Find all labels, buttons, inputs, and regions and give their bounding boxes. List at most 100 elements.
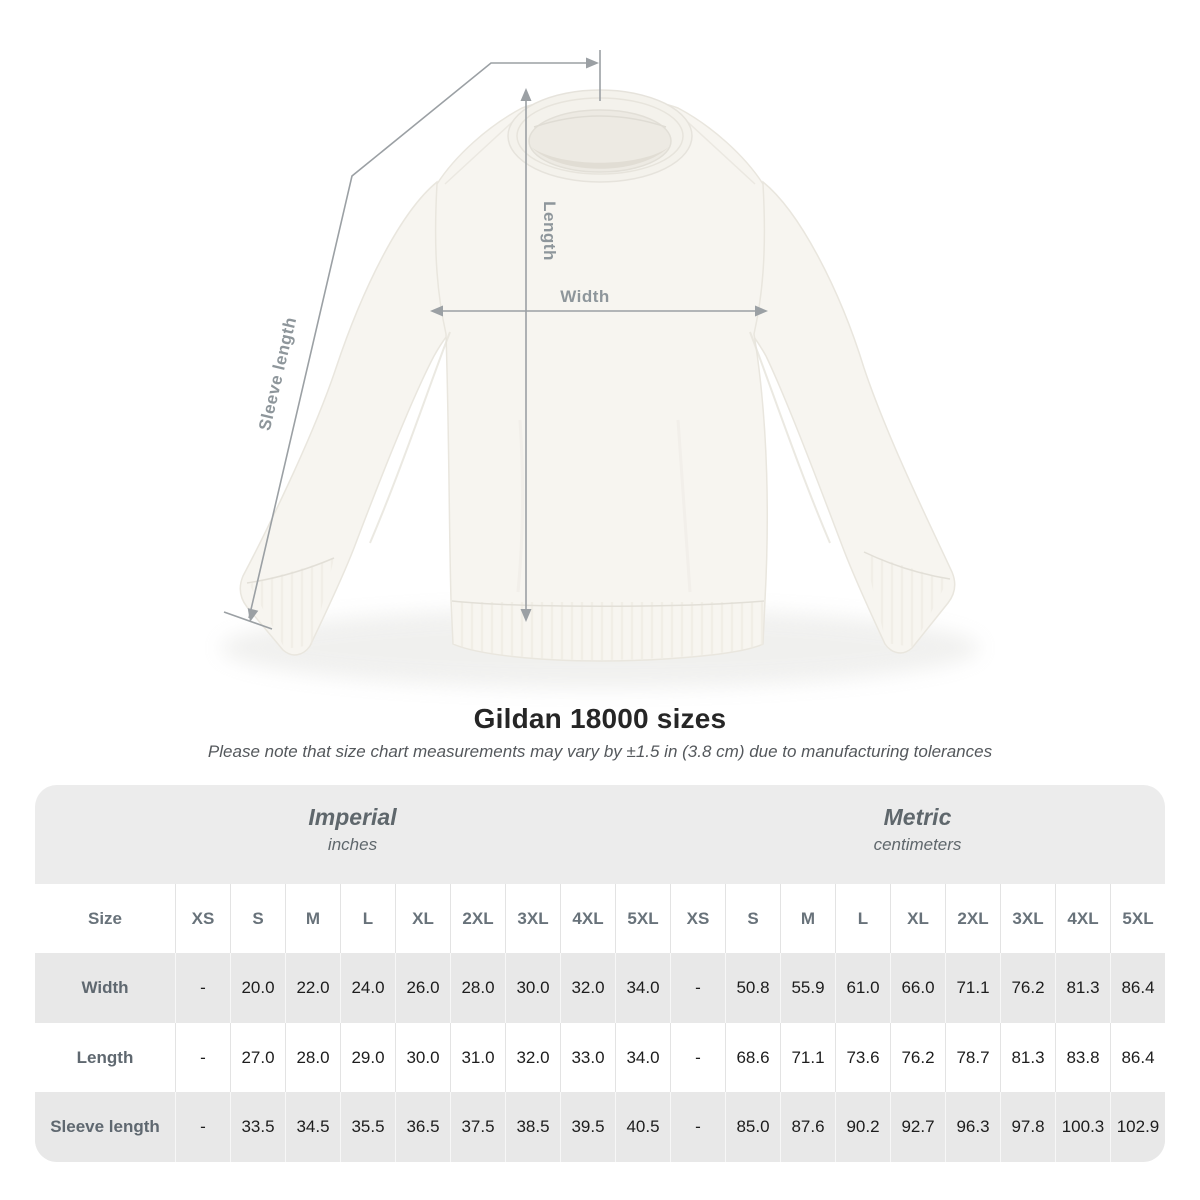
- value-cell: 33.0: [560, 1023, 615, 1092]
- size-header-cell: M: [285, 884, 340, 953]
- value-cell: 30.0: [395, 1023, 450, 1092]
- value-cell: -: [175, 1092, 230, 1162]
- value-cell: 61.0: [835, 953, 890, 1023]
- row-label: Sleeve length: [50, 1117, 160, 1136]
- corner-label: Size: [87, 908, 123, 928]
- value-cell: 71.1: [945, 953, 1000, 1023]
- imperial-header: Imperial inches: [35, 785, 670, 884]
- right-cuff-ribbing: [864, 553, 948, 647]
- value-cell: 96.3: [945, 1092, 1000, 1162]
- value-cell: 97.8: [1000, 1092, 1055, 1162]
- sleeve-length-end-tick: [223, 611, 273, 630]
- value-cell: 81.3: [1000, 1023, 1055, 1092]
- hem-band-ribbing: [453, 602, 765, 660]
- size-header-cell: 3XL: [505, 884, 560, 953]
- body-fold-right: [676, 419, 692, 593]
- value-cell: 92.7: [890, 1092, 945, 1162]
- value-cell: 37.5: [450, 1092, 505, 1162]
- value-cell: 34.0: [615, 1023, 670, 1092]
- size-header-cell: M: [780, 884, 835, 953]
- value-cell: -: [175, 1023, 230, 1092]
- top-arrowhead: [586, 57, 599, 69]
- value-cell: 55.9: [780, 953, 835, 1023]
- value-cell: 22.0: [285, 953, 340, 1023]
- size-header-cell: L: [340, 884, 395, 953]
- value-cell: 86.4: [1110, 1023, 1165, 1092]
- size-header-table-row: Size XS S M L XL 2XL 3XL 4XL 5XL XS S M …: [35, 884, 1165, 953]
- value-cell: 31.0: [450, 1023, 505, 1092]
- imperial-unit: inches: [327, 835, 378, 854]
- value-cell: -: [670, 953, 725, 1023]
- value-cell: -: [670, 1092, 725, 1162]
- right-armhole-seam: [749, 331, 831, 544]
- body-fold-left: [516, 419, 525, 593]
- size-header-cell: S: [230, 884, 285, 953]
- row-label: Width: [81, 978, 129, 997]
- value-cell: 38.5: [505, 1092, 560, 1162]
- metric-header: Metric centimeters: [670, 785, 1165, 884]
- length-table-row: Length - 27.0 28.0 29.0 30.0 31.0 32.0 3…: [35, 1023, 1165, 1092]
- left-armhole-seam: [369, 331, 451, 544]
- value-cell: 34.0: [615, 953, 670, 1023]
- value-cell: 76.2: [890, 1023, 945, 1092]
- value-cell: 33.5: [230, 1092, 285, 1162]
- size-header-cell: 4XL: [1055, 884, 1110, 953]
- size-header-cell: L: [835, 884, 890, 953]
- sleeve-length-table-row: Sleeve length - 33.5 34.5 35.5 36.5 37.5…: [35, 1092, 1165, 1162]
- value-cell: 50.8: [725, 953, 780, 1023]
- sleeve-length-dimension-label: Sleeve length: [255, 315, 300, 432]
- value-cell: 68.6: [725, 1023, 780, 1092]
- right-shoulder-seam: [678, 113, 756, 185]
- width-dimension-label: Width: [560, 287, 610, 306]
- value-cell: 102.9: [1110, 1092, 1165, 1162]
- size-header-cell: XS: [175, 884, 230, 953]
- sweatshirt-illustration: [239, 89, 956, 662]
- value-cell: -: [175, 953, 230, 1023]
- sleeve-length-dimension-line: [248, 62, 590, 619]
- value-cell: 71.1: [780, 1023, 835, 1092]
- size-header-cell: 5XL: [1110, 884, 1165, 953]
- value-cell: 76.2: [1000, 953, 1055, 1023]
- size-header-cell: XL: [890, 884, 945, 953]
- size-header-cell: 2XL: [945, 884, 1000, 953]
- right-cuff-seam: [863, 551, 951, 580]
- page-title: Gildan 18000 sizes: [473, 703, 727, 734]
- value-cell: 85.0: [725, 1092, 780, 1162]
- value-cell: 40.5: [615, 1092, 670, 1162]
- imperial-title: Imperial: [308, 804, 397, 830]
- length-arrowhead-top: [520, 88, 532, 101]
- left-cuff-seam: [246, 557, 335, 584]
- tolerance-note: Please note that size chart measurements…: [207, 742, 993, 761]
- value-cell: 32.0: [505, 1023, 560, 1092]
- value-cell: 28.0: [285, 1023, 340, 1092]
- width-arrowhead-right: [755, 305, 768, 317]
- metric-title: Metric: [883, 804, 952, 830]
- hem-seam: [451, 600, 765, 607]
- width-table-row: Width - 20.0 22.0 24.0 26.0 28.0 30.0 32…: [35, 953, 1165, 1023]
- size-header-cell: XL: [395, 884, 450, 953]
- value-cell: 81.3: [1055, 953, 1110, 1023]
- unit-header-row: Imperial inches Metric centimeters: [35, 785, 1165, 884]
- value-cell: 73.6: [835, 1023, 890, 1092]
- metric-unit: centimeters: [873, 835, 962, 854]
- value-cell: -: [670, 1023, 725, 1092]
- width-arrowhead-left: [430, 305, 443, 317]
- value-cell: 100.3: [1055, 1092, 1110, 1162]
- size-header-cell: XS: [670, 884, 725, 953]
- sweatshirt-measurement-diagram: Sleeve length Length Width: [220, 50, 980, 688]
- left-cuff-ribbing: [249, 559, 334, 649]
- value-cell: 90.2: [835, 1092, 890, 1162]
- value-cell: 20.0: [230, 953, 285, 1023]
- length-arrowhead-bottom: [520, 609, 532, 622]
- crewneck-collar: [507, 89, 693, 183]
- value-cell: 83.8: [1055, 1023, 1110, 1092]
- row-label: Length: [76, 1047, 134, 1067]
- value-cell: 29.0: [340, 1023, 395, 1092]
- size-header-cell: 4XL: [560, 884, 615, 953]
- value-cell: 32.0: [560, 953, 615, 1023]
- value-cell: 26.0: [395, 953, 450, 1023]
- value-cell: 66.0: [890, 953, 945, 1023]
- value-cell: 24.0: [340, 953, 395, 1023]
- length-dimension-label: Length: [540, 201, 559, 261]
